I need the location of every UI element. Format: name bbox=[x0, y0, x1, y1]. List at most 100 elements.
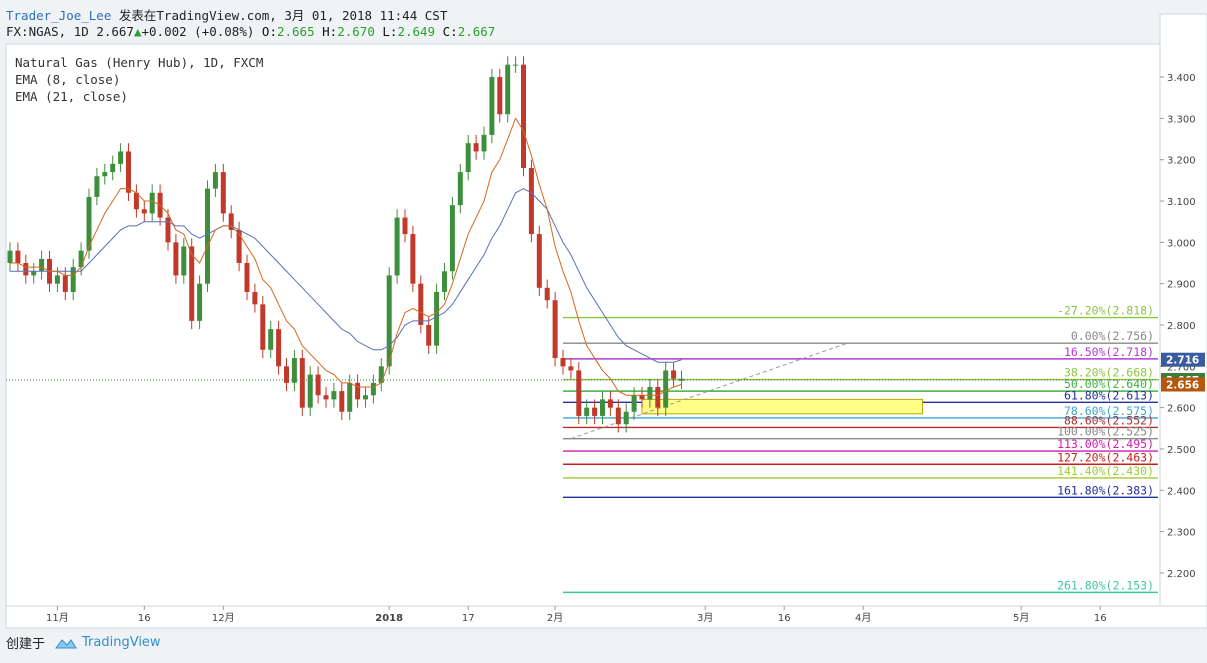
price-axis bbox=[1159, 13, 1207, 607]
close-label: C: bbox=[442, 24, 458, 39]
fib-level-label: 16.50%(2.718) bbox=[1064, 345, 1154, 359]
plot-area bbox=[5, 43, 1161, 607]
candle-body bbox=[528, 167, 534, 235]
candle-body bbox=[31, 271, 37, 276]
candle-body bbox=[252, 291, 258, 305]
high-value: 2.670 bbox=[337, 24, 375, 39]
candle-body bbox=[560, 358, 566, 367]
price-change: +0.002 (+0.08%) bbox=[141, 24, 255, 39]
candle-body bbox=[434, 291, 440, 346]
fib-level-label: 141.40%(2.430) bbox=[1057, 464, 1154, 478]
candle-body bbox=[355, 382, 361, 400]
candle-body bbox=[307, 374, 313, 408]
low-value: 2.649 bbox=[397, 24, 436, 39]
candle-body bbox=[639, 395, 645, 400]
price-badge bbox=[1161, 352, 1205, 367]
candle-body bbox=[623, 411, 629, 425]
fib-level-label: 38.20%(2.668) bbox=[1064, 366, 1154, 380]
y-tick-label: 2.500 bbox=[1167, 445, 1196, 456]
author-link[interactable]: Trader_Joe_Lee bbox=[6, 8, 112, 23]
x-tick-label: 17 bbox=[462, 613, 475, 624]
candle-body bbox=[149, 192, 155, 214]
candle-body bbox=[23, 263, 29, 276]
fib-level-label: -27.20%(2.818) bbox=[1057, 304, 1154, 318]
y-tick-label: 2.400 bbox=[1167, 486, 1196, 497]
fib-level-label: 61.80%(2.613) bbox=[1064, 388, 1154, 402]
candle-body bbox=[600, 399, 605, 416]
candle-body bbox=[671, 370, 677, 379]
open-value: 2.665 bbox=[276, 24, 315, 39]
candle-body bbox=[315, 374, 321, 396]
candle-body bbox=[465, 143, 471, 173]
fib-level-label: 50.00%(2.640) bbox=[1064, 377, 1154, 391]
x-tick-label: 11月 bbox=[46, 612, 69, 624]
fib-level-label: 0.00%(2.756) bbox=[1071, 329, 1154, 343]
tradingview-brand[interactable]: TradingView bbox=[55, 635, 161, 650]
y-tick-label: 3.100 bbox=[1167, 197, 1196, 208]
y-tick-label: 2.900 bbox=[1167, 280, 1196, 291]
candle-body bbox=[244, 263, 250, 292]
candle-body bbox=[86, 196, 92, 251]
candle-body bbox=[505, 64, 511, 115]
candle-body bbox=[402, 217, 408, 235]
candle-body bbox=[260, 304, 266, 350]
candle-body bbox=[442, 271, 447, 292]
y-tick-label: 2.300 bbox=[1167, 528, 1196, 539]
candle-body bbox=[189, 246, 195, 321]
candle-body bbox=[457, 172, 463, 206]
x-tick-label: 16 bbox=[1094, 613, 1107, 624]
candle-body bbox=[220, 172, 226, 214]
highlight-zone bbox=[641, 398, 923, 415]
candle-body bbox=[102, 172, 108, 177]
candle-body bbox=[173, 242, 179, 276]
x-tick-label: 16 bbox=[778, 613, 791, 624]
candle-body bbox=[363, 395, 368, 400]
fib-level-label: 113.00%(2.495) bbox=[1057, 437, 1154, 451]
candle-body bbox=[118, 151, 124, 164]
candle-body bbox=[39, 258, 45, 272]
candle-body bbox=[497, 77, 503, 115]
candle-body bbox=[347, 382, 353, 412]
brand-label: TradingView bbox=[82, 635, 161, 650]
candle-body bbox=[15, 250, 21, 264]
y-tick-label: 3.300 bbox=[1167, 114, 1196, 125]
candle-body bbox=[655, 386, 661, 408]
candle-body bbox=[631, 395, 637, 412]
x-tick-label: 5月 bbox=[1013, 612, 1029, 624]
candle-body bbox=[615, 407, 621, 425]
candle-body bbox=[410, 234, 416, 284]
candle-body bbox=[584, 407, 590, 416]
tradingview-logo-icon bbox=[55, 638, 77, 648]
publish-info: 发表在TradingView.com, 3月 01, 2018 11:44 CS… bbox=[118, 8, 448, 23]
x-tick-label: 4月 bbox=[855, 612, 871, 624]
candle-body bbox=[647, 386, 653, 400]
candle-body bbox=[426, 325, 432, 346]
candle-body bbox=[323, 395, 329, 400]
candle-body bbox=[339, 391, 345, 412]
candle-body bbox=[481, 134, 487, 152]
x-tick-label: 12月 bbox=[212, 612, 235, 624]
created-with-label: 创建于 bbox=[6, 637, 46, 652]
candle-body bbox=[70, 267, 76, 292]
x-tick-label: 3月 bbox=[697, 612, 713, 624]
candle-body bbox=[568, 366, 574, 371]
candle-body bbox=[679, 378, 684, 381]
symbol-header: FX:NGAS, 1D 2.667▲+0.002 (+0.08%) O:2.66… bbox=[6, 24, 495, 39]
candle-body bbox=[663, 370, 669, 408]
candle-body bbox=[592, 407, 598, 416]
fib-level-label: 100.00%(2.525) bbox=[1057, 425, 1154, 439]
candle-body bbox=[489, 77, 495, 135]
low-label: L: bbox=[382, 24, 398, 39]
x-tick-label: 2018 bbox=[375, 613, 403, 624]
candle-body bbox=[418, 283, 424, 325]
candle-body bbox=[133, 192, 139, 210]
candle-body bbox=[607, 399, 613, 408]
fib-level-label: 161.80%(2.383) bbox=[1057, 483, 1154, 497]
candle-body bbox=[141, 209, 147, 214]
candle-body bbox=[62, 275, 68, 292]
candle-body bbox=[236, 229, 242, 264]
y-tick-label: 2.800 bbox=[1167, 321, 1196, 332]
candle-body bbox=[197, 283, 203, 321]
